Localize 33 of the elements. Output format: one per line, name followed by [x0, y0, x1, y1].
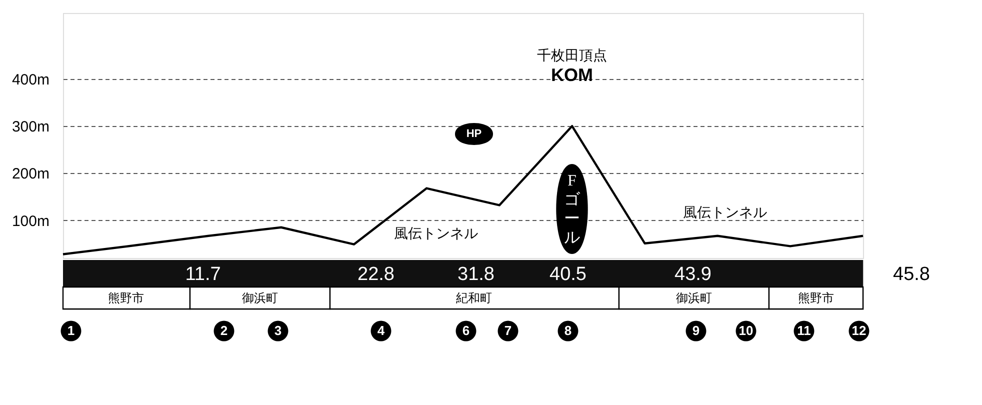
text: 4: [377, 323, 386, 338]
text: 11.7: [185, 264, 221, 285]
annotation: 千枚田頂点: [537, 47, 607, 63]
annotation: 風伝トンネル: [394, 225, 478, 241]
text: 43.9: [674, 264, 712, 285]
text: 8: [564, 323, 572, 338]
text: 紀和町: [456, 291, 492, 305]
y-tick-label: 300m: [12, 118, 50, 136]
text: 11: [797, 323, 811, 338]
text: 45.8: [893, 264, 930, 285]
line-series: [62, 124, 864, 256]
text: 10: [738, 323, 754, 338]
text: 熊野市: [798, 291, 834, 305]
text: 熊野市: [108, 291, 144, 305]
annotation: KOM: [551, 65, 593, 85]
text: 御浜町: [676, 291, 712, 305]
text: 7: [504, 323, 512, 338]
text: 22.8: [358, 264, 394, 285]
annotation: F ゴール: [564, 172, 581, 246]
y-tick-label: 400m: [12, 71, 50, 88]
text: 12: [852, 323, 866, 338]
text: 1: [67, 323, 75, 338]
text: 御浜町: [242, 291, 278, 305]
text: 31.8: [458, 264, 494, 285]
text: 3: [274, 323, 282, 338]
annotation: 風伝トンネル: [683, 204, 767, 220]
text: 2: [220, 323, 228, 338]
text: 9: [692, 323, 700, 338]
annotation: HP: [466, 128, 482, 140]
y-tick-label: 200m: [12, 166, 50, 183]
text: 6: [462, 323, 470, 338]
text: 40.5: [550, 264, 586, 285]
y-tick-label: 100m: [12, 212, 50, 230]
